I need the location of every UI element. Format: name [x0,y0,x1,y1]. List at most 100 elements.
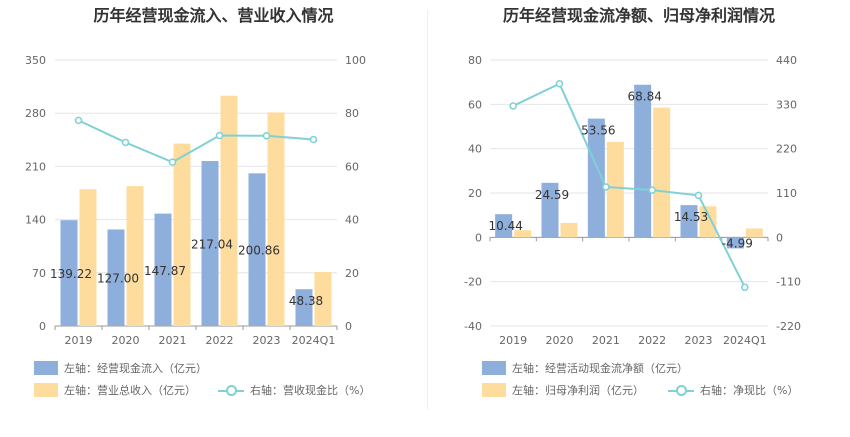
x-tick-label: 2024Q1 [723,334,767,347]
bar-secondary [514,230,532,238]
bar-primary [495,214,513,238]
bar-data-label: 127.00 [97,272,139,286]
legend-item[interactable]: 左轴：营业总收入（亿元） [34,382,196,398]
x-tick-label: 2021 [592,334,620,347]
x-tick-label: 2019 [65,334,93,347]
bar-data-label: 217.04 [191,238,233,252]
legend-line-swatch [668,383,694,397]
bar-data-label: 139.22 [50,267,92,281]
chart-svg: -40 -20 0 20 40 60 80 -220 -110 0 110 220 330 440 2019… [464,54,801,347]
y-right-tick-label: 0 [345,320,352,333]
ratio-point [309,135,318,144]
legend-item[interactable]: 左轴：归母净利润（亿元） [482,382,644,398]
legend-label: 左轴：经营现金流入（亿元） [64,362,207,375]
ratio-line [512,82,746,288]
bar-data-label: 53.56 [581,124,615,138]
ratio-point [509,102,517,110]
legend-swatch [482,361,506,375]
ratio-point [602,183,610,191]
y-left-tick-label: 20 [468,187,482,200]
bar-primary [726,237,744,249]
legend-label: 左轴：营业总收入（亿元） [64,384,196,397]
bar-primary [60,220,78,326]
ratio-point [215,131,224,140]
y-left-tick-label: 210 [25,160,46,173]
ratio-line [78,119,314,164]
bar-data-label: 24.59 [535,188,569,202]
bar-data-label: 48.38 [289,294,323,308]
chart-panel-netcash-profit: 历年经营现金流净额、归母净利润情况 -40 -20 0 20 40 60 80 -220 -11… [428,0,850,437]
ratio-point [262,132,271,140]
legend-item[interactable]: 左轴：经营活动现金流净额（亿元） [482,360,688,376]
bar-data-label: 68.84 [627,90,661,104]
legend-swatch [482,383,506,397]
y-right-tick-label: 440 [776,54,797,67]
x-tick-label: 2020 [546,334,574,347]
chart-svg: 0 70 140 210 280 350 0 20 40 60 80 100 2019 2020 2021 2… [25,54,366,347]
bar-secondary [745,228,763,238]
y-left-tick-label: -20 [464,276,482,289]
y-left-tick-label: 280 [25,107,46,120]
bar-primary [634,84,652,238]
x-tick-label: 2023 [253,334,281,347]
bar-primary [107,229,125,326]
chart-title: 历年经营现金流入、营业收入情况 [93,6,334,25]
x-tick-label: 2021 [159,334,187,347]
x-tick-label: 2022 [206,334,234,347]
legend-item[interactable]: 右轴：净现比（%） [668,382,798,398]
legend-label: 右轴：营收现金比（%） [250,384,371,397]
chart-panel-cashflow-revenue: 历年经营现金流入、营业收入情况 0 70 140 210 280 350 0 20 40 60 80… [25,6,370,398]
bar-secondary [314,272,332,326]
bar-secondary [79,189,97,326]
ratio-point [74,116,83,125]
legend-item[interactable]: 左轴：经营现金流入（亿元） [34,360,207,376]
bar-primary [154,213,172,326]
y-right-tick-label: 80 [345,107,359,120]
legend-label: 右轴：净现比（%） [700,384,799,397]
bar-primary [541,182,559,238]
y-left-tick-label: 60 [468,98,482,111]
bar-secondary [126,186,144,326]
legend-swatch [34,383,58,397]
y-left-tick-label: 140 [25,214,46,227]
bar-secondary [220,95,238,326]
bar-secondary [560,222,578,238]
y-left-tick-label: 0 [475,231,482,244]
bar-data-label: 147.87 [144,264,186,278]
bar-secondary [267,112,285,326]
ratio-point [694,191,703,200]
y-right-tick-label: 60 [345,160,359,173]
legend-line-swatch [218,383,244,397]
bar-primary [680,205,698,238]
bar-primary [295,289,313,326]
y-left-tick-label: 70 [32,267,46,280]
bar-data-label: 200.86 [238,244,280,258]
bar-secondary [653,107,671,238]
y-right-tick-label: 20 [345,267,359,280]
x-tick-label: 2023 [685,334,713,347]
chart-title: 历年经营现金流净额、归母净利润情况 [502,6,775,25]
bar-primary [201,161,219,326]
bar-data-label: 10.44 [488,219,522,233]
bar-primary [587,118,605,238]
legend-label: 左轴：归母净利润（亿元） [512,384,644,397]
ratio-point [121,138,130,147]
x-tick-label: 2022 [638,334,666,347]
ratio-point [555,80,564,88]
ratio-point [168,158,177,166]
bar-data-label: 14.53 [674,210,708,224]
y-right-tick-label: 330 [776,98,797,111]
bar-secondary [699,206,717,238]
y-right-tick-label: 40 [345,214,359,227]
y-right-tick-label: 220 [776,143,797,156]
x-tick-label: 2024Q1 [292,334,336,347]
bar-primary [248,173,266,326]
x-tick-label: 2020 [112,334,140,347]
legend-swatch [34,361,58,375]
y-left-tick-label: 40 [468,143,482,156]
legend-item[interactable]: 右轴：营收现金比（%） [218,382,370,398]
y-left-tick-label: 350 [25,54,46,67]
y-left-tick-label: 80 [468,54,482,67]
x-tick-label: 2019 [499,334,527,347]
bar-secondary [173,143,191,326]
